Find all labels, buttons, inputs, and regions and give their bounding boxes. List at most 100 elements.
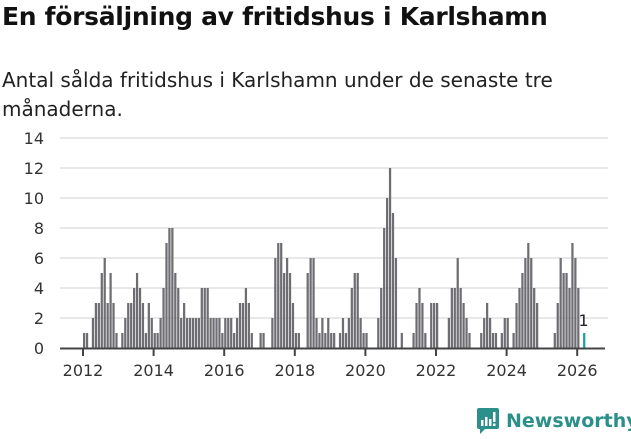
bar	[383, 228, 386, 348]
x-tick-label: 2018	[274, 361, 315, 380]
bar	[341, 318, 345, 348]
bar	[203, 288, 206, 348]
bar	[144, 333, 148, 348]
bar	[291, 303, 295, 348]
bar	[388, 168, 392, 348]
bar	[194, 318, 198, 348]
bar	[259, 333, 262, 348]
bar	[218, 318, 221, 348]
bar	[530, 258, 533, 348]
bar	[577, 288, 580, 348]
bar	[521, 273, 524, 348]
bar	[400, 333, 403, 348]
bar	[191, 318, 195, 348]
bar	[235, 318, 239, 348]
bar	[565, 273, 568, 348]
bar	[321, 318, 324, 348]
bar	[327, 318, 330, 348]
bar	[283, 273, 286, 348]
bar	[277, 243, 280, 348]
bar	[141, 303, 145, 348]
bar	[315, 318, 318, 348]
bar	[109, 273, 112, 348]
bar	[288, 273, 292, 348]
bar	[365, 333, 368, 348]
bar	[344, 333, 348, 348]
bar-chart: 0 2 4 6 8 10 12 14 2012 2014 2016 2018 2020 2022 2024…	[24, 129, 608, 380]
bar	[130, 303, 133, 348]
bar	[562, 273, 565, 348]
bar	[262, 333, 265, 348]
x-tick-label: 2016	[204, 361, 245, 380]
bar	[491, 333, 495, 348]
y-tick-label: 14	[24, 129, 44, 148]
bar	[447, 318, 451, 348]
bar	[183, 303, 186, 348]
bar	[515, 303, 518, 348]
y-tick-label: 2	[34, 309, 44, 328]
y-axis-labels: 0 2 4 6 8 10 12 14	[24, 129, 44, 358]
bar	[188, 318, 192, 348]
bar	[330, 333, 333, 348]
bar	[453, 288, 456, 348]
bar	[168, 228, 171, 348]
bar	[174, 273, 177, 348]
bar	[556, 303, 559, 348]
bar	[115, 333, 118, 348]
bar	[124, 318, 127, 348]
bar	[312, 258, 315, 348]
x-tick-label: 2026	[557, 361, 598, 380]
y-tick-label: 6	[34, 249, 44, 268]
x-tick-label: 2022	[416, 361, 457, 380]
bar	[127, 303, 130, 348]
bar	[512, 333, 515, 348]
bar	[297, 333, 300, 348]
bar	[271, 318, 274, 348]
bar	[350, 288, 353, 348]
bar	[135, 273, 139, 348]
last-value-annotation: 1	[578, 311, 588, 330]
bar	[197, 318, 200, 348]
bar	[506, 318, 509, 348]
bars	[83, 168, 586, 348]
bar	[285, 258, 289, 348]
bar	[462, 303, 465, 348]
bar	[238, 303, 242, 348]
bar	[159, 318, 162, 348]
bar	[165, 243, 168, 348]
bar	[138, 288, 142, 348]
bar	[503, 318, 506, 348]
bar	[433, 303, 436, 348]
bar	[333, 333, 336, 348]
bar	[171, 228, 174, 348]
bar	[250, 333, 253, 348]
bar	[524, 258, 527, 348]
bar	[415, 303, 418, 348]
bar	[133, 288, 136, 348]
y-tick-label: 4	[34, 279, 44, 298]
bar	[97, 303, 100, 348]
bar	[185, 318, 189, 348]
bar	[280, 243, 283, 348]
bar	[436, 303, 439, 348]
bar	[209, 318, 212, 348]
bar	[450, 288, 453, 348]
bar	[418, 288, 421, 348]
bar	[147, 303, 150, 348]
bar	[306, 273, 309, 348]
bar	[200, 288, 203, 348]
bar	[221, 333, 224, 348]
bar	[83, 333, 86, 348]
bar	[380, 288, 383, 348]
bar	[338, 333, 342, 348]
bar	[241, 303, 245, 348]
bar	[574, 258, 577, 348]
bar	[494, 333, 498, 348]
bar	[356, 273, 359, 348]
bar	[412, 333, 415, 348]
bar	[206, 288, 209, 348]
chart-subtitle: Antal sålda fritidshus i Karlshamn under…	[2, 68, 553, 121]
bar	[500, 333, 503, 348]
x-axis-labels: 2012 2014 2016 2018 2020 2022 2024 2026	[63, 349, 598, 380]
newsworthy-logo-text: Newsworthy	[506, 410, 631, 432]
